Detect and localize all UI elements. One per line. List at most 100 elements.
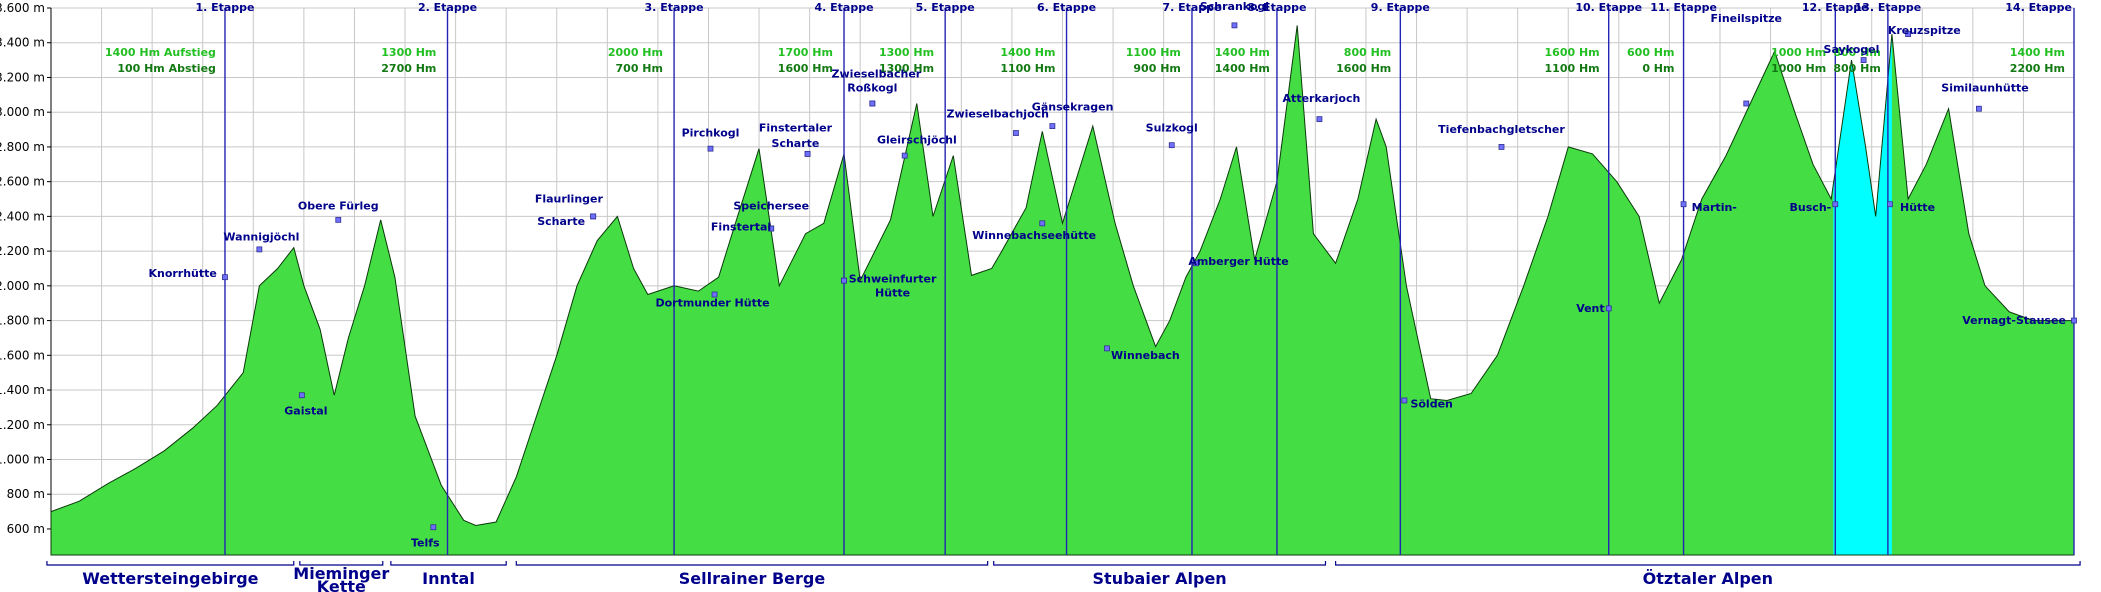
waypoint-marker — [901, 152, 908, 159]
waypoint-label: Sulzkogl — [1146, 121, 1198, 134]
waypoint-marker — [1680, 201, 1687, 208]
region-label: Sellrainer Berge — [679, 569, 826, 588]
waypoint-label: Sölden — [1410, 397, 1452, 410]
waypoint-label: Schweinfurter — [849, 272, 937, 285]
waypoint-marker — [1168, 142, 1175, 149]
y-tick-label: 600 m — [7, 522, 45, 536]
stage-label: 2. Etappe — [418, 1, 477, 14]
waypoint-marker — [256, 246, 263, 253]
region-bracket — [299, 561, 384, 566]
region-label: Stubaier Alpen — [1093, 569, 1227, 588]
waypoint-marker — [1743, 100, 1750, 107]
y-tick-label: 1.200 m — [0, 418, 45, 432]
waypoint-label: Telfs — [411, 536, 440, 549]
elevation-gain-down: 2700 Hm — [381, 62, 436, 75]
elevation-gain-up: 1000 Hm — [1771, 46, 1826, 59]
y-tick-label: 2.600 m — [0, 175, 45, 189]
waypoint-label: Scharte — [537, 215, 585, 228]
region-bracket — [46, 561, 295, 566]
elevation-gain-up: 600 Hm — [1627, 46, 1674, 59]
waypoint-marker — [841, 277, 847, 284]
waypoint-marker — [1905, 31, 1912, 37]
waypoint-marker — [222, 274, 228, 281]
stage-label: 8. Etappe — [1247, 1, 1306, 14]
waypoint-marker — [430, 524, 437, 531]
waypoint-label: Martin- — [1692, 201, 1737, 214]
elevation-gain-up: 1400 Hm — [2010, 46, 2065, 59]
stage-label: 4. Etappe — [814, 1, 873, 14]
y-tick-label: 800 m — [7, 487, 45, 501]
elevation-gain-down: 1600 Hm — [778, 62, 833, 75]
waypoint-label: Obere Fürleg — [298, 199, 379, 212]
y-tick-label: 2.000 m — [0, 279, 45, 293]
elevation-gain-up: 1400 Hm — [1000, 46, 1055, 59]
stage-label: 6. Etappe — [1037, 1, 1096, 14]
y-tick-label: 2.200 m — [0, 244, 45, 258]
elevation-gain-up: 1300 Hm — [879, 46, 934, 59]
region-bracket — [515, 561, 989, 566]
waypoint-marker — [1860, 57, 1867, 63]
elevation-gain-down: 1100 Hm — [1000, 62, 1055, 75]
waypoint-marker — [711, 291, 718, 298]
waypoint-label: Wannigjöchl — [223, 231, 299, 244]
waypoint-label: Winnebach — [1111, 349, 1180, 362]
elevation-gain-down: 1600 Hm — [1336, 62, 1391, 75]
waypoint-marker — [1976, 105, 1982, 112]
waypoint-label: Knorrhütte — [148, 267, 216, 280]
y-tick-label: 3.200 m — [0, 70, 45, 84]
waypoint-label: Vernagt-Stausee — [1962, 314, 2066, 327]
region-label: Wettersteingebirge — [82, 569, 258, 588]
waypoint-marker — [804, 150, 811, 157]
waypoint-label: Roßkogl — [847, 81, 897, 94]
elevation-outline — [50, 25, 2075, 556]
waypoint-marker — [1104, 345, 1110, 352]
waypoint-label: Fineilspitze — [1711, 12, 1782, 25]
waypoint-label: Finstertaler — [759, 121, 833, 134]
waypoint-label: Flaurlinger — [535, 192, 604, 205]
waypoint-label: Kreuzspitze — [1888, 24, 1961, 37]
y-tick-label: 3.000 m — [0, 105, 45, 119]
stage-label: 3. Etappe — [645, 1, 704, 14]
stage-label: 9. Etappe — [1371, 1, 1430, 14]
y-tick-label: 3.400 m — [0, 36, 45, 50]
elevation-gain-up: 1300 Hm — [381, 46, 436, 59]
stage-label: 14. Etappe — [2005, 1, 2072, 14]
waypoint-marker — [1605, 305, 1612, 312]
waypoint-label: Speichersee — [733, 199, 809, 212]
waypoint-label: Finstertal — [711, 220, 771, 233]
waypoint-label: Gleirschjöchl — [877, 133, 957, 146]
elevation-gain-up: 1100 Hm — [1126, 46, 1181, 59]
elevation-gain-up: 2000 Hm — [608, 46, 663, 59]
stage-label: 12. Etappe — [1802, 1, 1869, 14]
y-tick-label: 1.400 m — [0, 383, 45, 397]
waypoint-marker — [768, 225, 775, 232]
y-tick-label: 2.800 m — [0, 140, 45, 154]
elevation-gain-down: 1000 Hm — [1771, 62, 1826, 75]
y-tick-label: 1.800 m — [0, 314, 45, 328]
y-tick-label: 1.000 m — [0, 452, 45, 466]
elevation-gain-up: 1600 Hm — [1545, 46, 1600, 59]
waypoint-label: Tiefenbachgletscher — [1438, 123, 1565, 136]
region-label: Kette — [317, 577, 366, 592]
waypoint-label: Busch- — [1790, 201, 1832, 214]
stage-label: 13. Etappe — [1855, 1, 1922, 14]
y-tick-label: 2.400 m — [0, 209, 45, 223]
stage-lines: 1. Etappe 2. Etappe 3. Etappe 4. Etappe 5. E… — [195, 1, 2075, 555]
elevation-gain-down: 100 Hm Abstieg — [117, 62, 216, 75]
waypoint-marker — [335, 216, 342, 223]
waypoint-marker — [1013, 130, 1019, 136]
waypoint-label: Schrankogl — [1200, 0, 1269, 13]
y-axis: 600 m 800 m 1.000 m 1.200 m 1.400 m 1.600 m 1.… — [0, 1, 52, 555]
waypoint-marker — [1316, 116, 1323, 123]
waypoint-marker — [1401, 397, 1408, 404]
waypoint-label: Pirchkogl — [682, 127, 740, 140]
stage-label: 11. Etappe — [1650, 1, 1717, 14]
region-bracket — [993, 561, 1327, 566]
elevation-gain-up: 1400 Hm — [1215, 46, 1270, 59]
elevation-gain-down: 2200 Hm — [2010, 62, 2065, 75]
waypoint-label: Zwieselbacher — [832, 67, 922, 80]
region-bracket — [1335, 561, 2081, 566]
waypoint-label: Scharte — [772, 137, 820, 150]
elevation-gain-down: 1400 Hm — [1215, 62, 1270, 75]
